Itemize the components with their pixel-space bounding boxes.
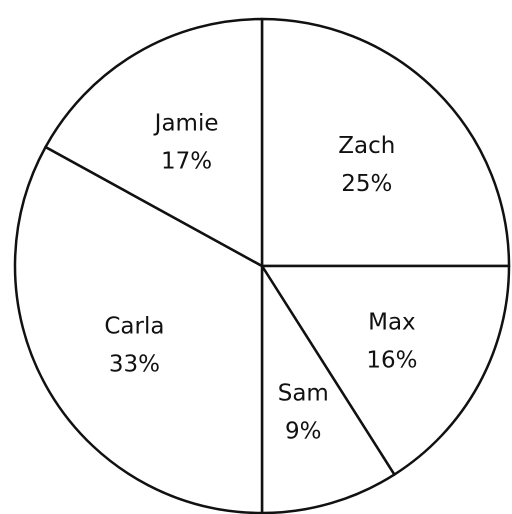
slice-label-jamie: Jamie [153, 110, 219, 136]
pie-labels: Zach 25% Max 16% Sam 9% Carla 33% Jamie 17% [104, 110, 417, 444]
slice-value-jamie: 17% [161, 148, 212, 174]
pie-slices [13, 17, 511, 514]
pie-slice-zach [260, 17, 511, 268]
pie-slice-max [260, 264, 511, 476]
slice-value-max: 16% [366, 347, 417, 373]
slice-label-carla: Carla [104, 313, 164, 339]
pie-slice-carla [13, 145, 264, 514]
slice-label-sam: Sam [278, 380, 329, 406]
slice-value-sam: 9% [285, 418, 322, 444]
slice-label-zach: Zach [338, 133, 395, 159]
slice-value-carla: 33% [109, 351, 160, 377]
slice-label-max: Max [368, 309, 416, 335]
pie-slice-jamie [44, 17, 264, 268]
pie-slice-sam [260, 264, 396, 514]
slice-value-zach: 25% [341, 171, 392, 197]
